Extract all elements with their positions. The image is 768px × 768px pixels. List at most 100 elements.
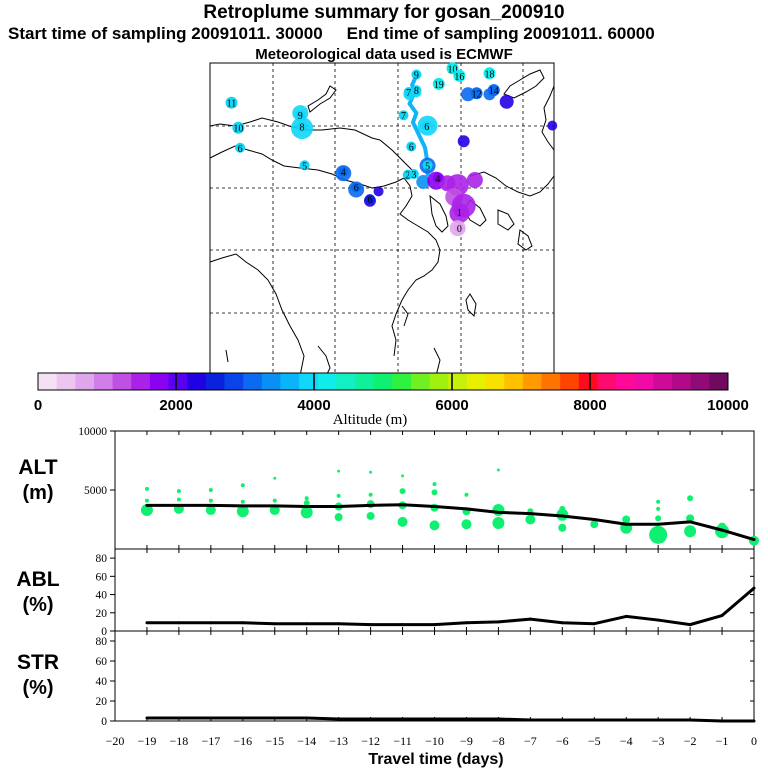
- series-point: [592, 718, 596, 722]
- alt-bubble: [240, 499, 245, 504]
- colorbar-cell: [317, 373, 337, 390]
- series-point: [209, 716, 213, 720]
- series-point: [752, 586, 756, 590]
- map-plume-blob: [457, 135, 470, 148]
- series-point: [177, 621, 181, 625]
- series-point: [369, 717, 373, 721]
- map-day-label: 7: [401, 111, 406, 122]
- colorbar-cell: [149, 373, 170, 390]
- map-day-marker: [411, 69, 422, 80]
- series-point: [305, 505, 309, 509]
- x-tick-label: −15: [265, 734, 284, 748]
- x-tick-label: 0: [751, 734, 757, 748]
- colorbar-cell: [75, 373, 95, 390]
- colorbar-cell: [392, 373, 412, 390]
- series-point: [560, 621, 564, 625]
- y-tick-label: 5000: [84, 485, 107, 497]
- x-axis-ticks: −20 −19 −18 −17 −16 −15 −14 −13 −12 −11 −10 −9 −8 −7−…: [106, 734, 757, 748]
- colorbar-cell: [280, 373, 300, 390]
- alt-bubble: [684, 525, 697, 538]
- alt-bubble: [269, 505, 280, 516]
- series-line: [146, 503, 755, 541]
- colorbar-cell: [653, 373, 673, 390]
- map-day-label: 6: [424, 122, 429, 133]
- y-tick-label: 60: [96, 571, 108, 583]
- x-axis-label: Travel time (days): [368, 751, 503, 768]
- end-time-label: End time of sampling 20091011. 60000: [346, 24, 655, 43]
- colorbar-cell: [504, 373, 524, 390]
- series-point: [241, 504, 245, 508]
- alt-panel-unit: (m): [22, 482, 53, 504]
- map-day-marker: [454, 222, 465, 233]
- alt-bubble: [273, 476, 277, 480]
- x-tick-label: −19: [138, 734, 157, 748]
- y-tick-label: 0: [101, 626, 107, 638]
- series-point: [560, 718, 564, 722]
- map-plume-blob: [373, 186, 384, 197]
- series-point: [433, 623, 436, 627]
- colorbar-cell: [187, 373, 207, 390]
- colorbar-cell: [560, 373, 580, 390]
- map-day-marker: [411, 85, 422, 96]
- series-point: [496, 510, 500, 514]
- map-day-label: 6: [354, 183, 359, 194]
- map-day-marker: [351, 182, 362, 193]
- alt-bubble: [366, 511, 375, 520]
- alt-bubble: [140, 504, 153, 517]
- alt-bubble: [559, 505, 566, 512]
- alt-panel: 5000 10000: [78, 426, 759, 550]
- map-plume-blob: [416, 174, 431, 189]
- str-panel-label: STR: [17, 651, 59, 674]
- colorbar-cell: [299, 373, 319, 390]
- series-point: [401, 623, 405, 627]
- alt-bubble: [300, 506, 313, 519]
- sampling-times: Start time of sampling 20091011. 30000 En…: [8, 24, 768, 44]
- series-point: [401, 717, 405, 721]
- alt-bubble: [558, 523, 567, 532]
- map-day-marker: [338, 166, 349, 177]
- series-point: [177, 503, 181, 507]
- colorbar-cell: [485, 373, 505, 390]
- colorbar-cell: [522, 373, 543, 390]
- series-point: [688, 520, 692, 524]
- x-tick-label: −1: [716, 734, 729, 748]
- series-point: [145, 716, 149, 720]
- colorbar-cell: [168, 373, 188, 390]
- alt-bubble: [492, 504, 505, 517]
- alt-bubble: [208, 488, 213, 492]
- colorbar-cell: [578, 373, 598, 390]
- x-tick-label: −11: [393, 734, 411, 748]
- y-tick-label: 40: [96, 676, 108, 688]
- x-tick-label: −13: [329, 734, 348, 748]
- x-tick-label: −16: [233, 734, 252, 748]
- alt-bubble: [492, 517, 505, 530]
- map-day-marker: [406, 141, 417, 152]
- map-plume-blob: [499, 94, 514, 109]
- alt-bubble: [303, 499, 310, 506]
- y-tick-label: 20: [96, 696, 108, 708]
- map-day-marker: [422, 160, 433, 171]
- alt-bubble: [461, 519, 472, 530]
- colorbar-tick-label: 2000: [159, 397, 192, 414]
- alt-bubble: [429, 520, 440, 531]
- altitude-colorbar: 0 2000 4000 6000 8000 10000 Altitude (m): [34, 372, 749, 428]
- map-day-label: 5: [302, 161, 307, 172]
- map-day-label: 6: [409, 143, 414, 154]
- colorbar-cell: [336, 373, 356, 390]
- series-point: [273, 716, 277, 720]
- map-day-marker: [453, 69, 466, 82]
- colorbar-cell: [541, 373, 561, 390]
- str-panel-unit: (%): [22, 677, 53, 699]
- map-day-label: 7: [406, 88, 411, 99]
- alt-bubble: [336, 493, 341, 498]
- series-point: [305, 716, 309, 720]
- map-day-label: 0: [457, 224, 462, 235]
- abl-panel-label: ABL: [16, 568, 59, 591]
- alt-bubble: [590, 520, 599, 529]
- series-point: [688, 623, 692, 627]
- map-day-marker: [432, 77, 445, 90]
- map-day-label: 10: [233, 124, 243, 135]
- series-line: [146, 716, 754, 723]
- map-day-marker: [421, 120, 432, 131]
